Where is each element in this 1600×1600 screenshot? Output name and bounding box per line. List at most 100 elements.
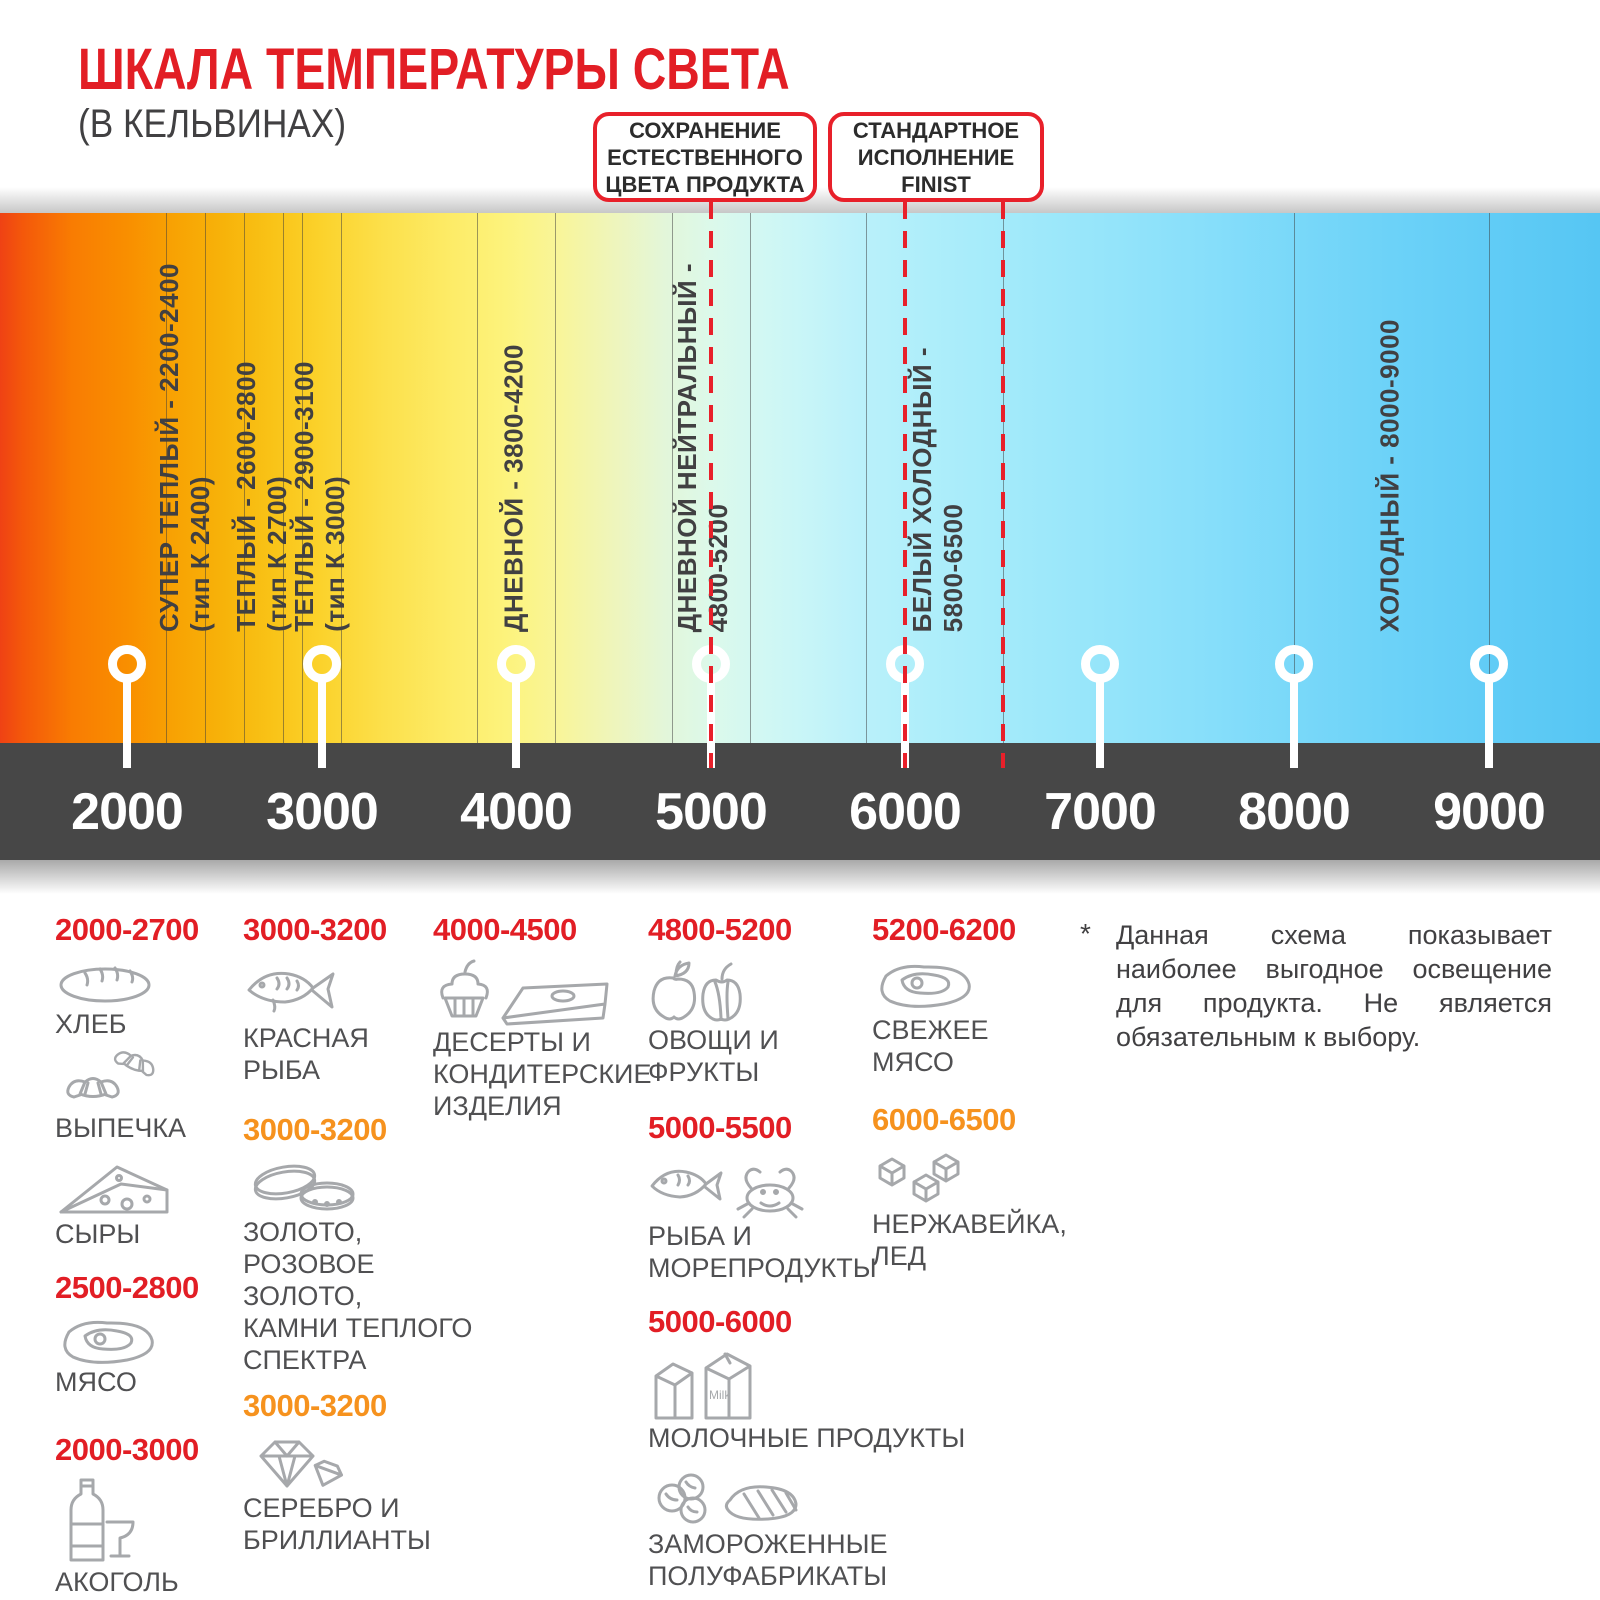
grid-line-5200 xyxy=(750,213,751,743)
dashed-guide-6500 xyxy=(1001,202,1005,768)
item-label: ВЫПЕЧКА xyxy=(55,1113,187,1143)
meat-icon xyxy=(55,1316,250,1366)
bottom-shadow-band xyxy=(0,860,1600,894)
svg-text:Milk: Milk xyxy=(709,1388,731,1402)
category-column-2: 3000-3200 КРАСНАЯ РЫБА 3000-3200 ЗОЛОТО,… xyxy=(243,912,478,1556)
page-subtitle: (В КЕЛЬВИНАХ) xyxy=(78,102,347,146)
item-label: НЕРЖАВЕЙКА, ЛЕД xyxy=(872,1209,1067,1271)
range-heading: 3000-3200 xyxy=(243,1112,387,1147)
footnote-text: Данная схема показывает наиболее выгодно… xyxy=(1116,920,1552,1052)
alcohol-icon xyxy=(55,1476,250,1566)
desserts-icon xyxy=(433,956,648,1026)
frozen-food-icon xyxy=(648,1466,893,1528)
range-heading: 2500-2800 xyxy=(55,1270,199,1305)
tick-4000: 4000 xyxy=(460,783,573,841)
marker-circle-8000 xyxy=(1275,645,1313,683)
marker-circle-4000 xyxy=(497,645,535,683)
kelvin-axis-bar: 2000 3000 4000 5000 6000 7000 8000 9000 xyxy=(0,743,1600,860)
item-label: СЕРЕБРО И БРИЛЛИАНТЫ xyxy=(243,1493,431,1555)
grid-line-2400 xyxy=(205,213,206,743)
category-column-4: 4800-5200 ОВОЩИ И ФРУКТЫ 5000-5500 xyxy=(648,912,966,1592)
item-label: МОЛОЧНЫЕ ПРОДУКТЫ xyxy=(648,1423,966,1453)
marker-circle-2000 xyxy=(108,645,146,683)
callout-line: ЦВЕТА ПРОДУКТА xyxy=(605,171,805,197)
gold-rings-icon xyxy=(243,1158,478,1216)
item-label: КРАСНАЯ РЫБА xyxy=(243,1023,369,1085)
grid-line-4800 xyxy=(672,213,673,743)
range-heading: 3000-3200 xyxy=(243,912,387,947)
callout-line: СОХРАНЕНИЕ xyxy=(629,117,781,143)
callout-natural-color: СОХРАНЕНИЕ ЕСТЕСТВЕННОГО ЦВЕТА ПРОДУКТА xyxy=(593,112,817,202)
range-heading: 2000-3000 xyxy=(55,1432,199,1467)
range-heading: 4000-4500 xyxy=(433,912,577,947)
range-heading: 5200-6200 xyxy=(872,912,1016,947)
callout-line: ИСПОЛНЕНИЕ xyxy=(857,144,1015,170)
seafood-icon xyxy=(648,1154,893,1220)
dashed-guide-6000 xyxy=(903,202,907,768)
tick-5000: 5000 xyxy=(655,783,768,841)
range-heading: 3000-3200 xyxy=(243,1388,387,1423)
tick-2000: 2000 xyxy=(71,783,184,841)
callout-line: ЕСТЕСТВЕННОГО xyxy=(607,144,803,170)
produce-icon xyxy=(648,954,893,1024)
dairy-icon: Milk xyxy=(648,1346,893,1422)
item-label: ЗОЛОТО, РОЗОВОЕ ЗОЛОТО, КАМНИ ТЕПЛОГО СП… xyxy=(243,1217,473,1375)
zone-label-daylight: ДНЕВНОЙ - 3800-4200 xyxy=(498,343,529,632)
grid-line-2200 xyxy=(166,213,167,743)
grid-line-9000 xyxy=(1489,213,1490,743)
callout-line: СТАНДАРТНОЕ xyxy=(852,117,1020,143)
zone-label-super-warm: СУПЕР ТЕПЛЫЙ - 2200-2400 (тип К 2400) xyxy=(154,263,215,632)
item-label: АКОГОЛЬ xyxy=(55,1567,179,1597)
footnote-marker: * xyxy=(1080,918,1091,949)
marker-stem-2000 xyxy=(123,676,131,768)
marker-stem-4000 xyxy=(512,676,520,768)
grid-line-3800 xyxy=(477,213,478,743)
tick-7000: 7000 xyxy=(1044,783,1157,841)
item-label: ЗАМОРОЖЕННЫЕ ПОЛУФАБРИКАТЫ xyxy=(648,1529,888,1591)
marker-stem-9000 xyxy=(1485,676,1493,768)
grid-line-2800 xyxy=(283,213,284,743)
croissant-icon xyxy=(55,1050,250,1112)
item-label: СЫРЫ xyxy=(55,1219,141,1249)
marker-stem-7000 xyxy=(1096,676,1104,768)
item-label: РЫБА И МОРЕПРОДУКТЫ xyxy=(648,1221,877,1283)
dashed-guide-5000 xyxy=(709,202,713,768)
marker-stem-8000 xyxy=(1290,676,1298,768)
tick-6000: 6000 xyxy=(849,783,962,841)
tick-8000: 8000 xyxy=(1238,783,1351,841)
grid-line-2900 xyxy=(302,213,303,743)
zone-label-warm-2700: ТЕПЛЫЙ - 2600-2800 (тип К 2700) xyxy=(231,361,292,632)
category-column-3: 4000-4500 ДЕСЕРТЫ И КОНДИТЕРСКИЕ ИЗДЕЛИЯ xyxy=(433,912,652,1122)
tick-3000: 3000 xyxy=(266,783,379,841)
zone-label-daylight-neutral: ДНЕВНОЙ НЕЙТРАЛЬНЫЙ -4800-5200 xyxy=(672,262,733,632)
callout-line: FINIST xyxy=(901,171,971,197)
callout-finist-standard: СТАНДАРТНОЕ ИСПОЛНЕНИЕ FINIST xyxy=(828,112,1044,202)
cheese-icon xyxy=(55,1154,250,1218)
item-label: ХЛЕБ xyxy=(55,1009,127,1039)
grid-line-8000 xyxy=(1294,213,1295,743)
item-label: ДЕСЕРТЫ И КОНДИТЕРСКИЕ ИЗДЕЛИЯ xyxy=(433,1027,652,1121)
marker-circle-3000 xyxy=(303,645,341,683)
item-label: МЯСО xyxy=(55,1367,137,1397)
page-title: ШКАЛА ТЕМПЕРАТУРЫ СВЕТА xyxy=(78,37,790,102)
tick-9000: 9000 xyxy=(1433,783,1546,841)
ice-cubes-icon xyxy=(872,1152,1082,1208)
fresh-meat-icon xyxy=(872,958,1082,1014)
marker-circle-7000 xyxy=(1081,645,1119,683)
grid-line-3100 xyxy=(341,213,342,743)
fish-icon xyxy=(243,956,478,1022)
marker-stem-3000 xyxy=(318,676,326,768)
range-heading: 4800-5200 xyxy=(648,912,792,947)
item-label: СВЕЖЕЕ МЯСО xyxy=(872,1015,989,1077)
diamond-icon xyxy=(243,1434,478,1492)
footnote: * Данная схема показывает наиболее выгод… xyxy=(1080,918,1552,1054)
temperature-gradient-bar: СУПЕР ТЕПЛЫЙ - 2200-2400 (тип К 2400) ТЕП… xyxy=(0,213,1600,743)
category-column-1: 2000-2700 ХЛЕБ ВЫПЕЧКА СЫРЫ xyxy=(55,912,250,1598)
grid-line-2600 xyxy=(244,213,245,743)
range-heading: 5000-5500 xyxy=(648,1110,792,1145)
zone-label-white-cold: БЕЛЫЙ ХОЛОДНЫЙ -5800-6500 xyxy=(907,346,968,632)
bread-icon xyxy=(55,956,250,1008)
marker-circle-9000 xyxy=(1470,645,1508,683)
zone-label-cold: ХОЛОДНЫЙ - 8000-9000 xyxy=(1374,318,1405,632)
range-heading: 6000-6500 xyxy=(872,1102,1016,1137)
